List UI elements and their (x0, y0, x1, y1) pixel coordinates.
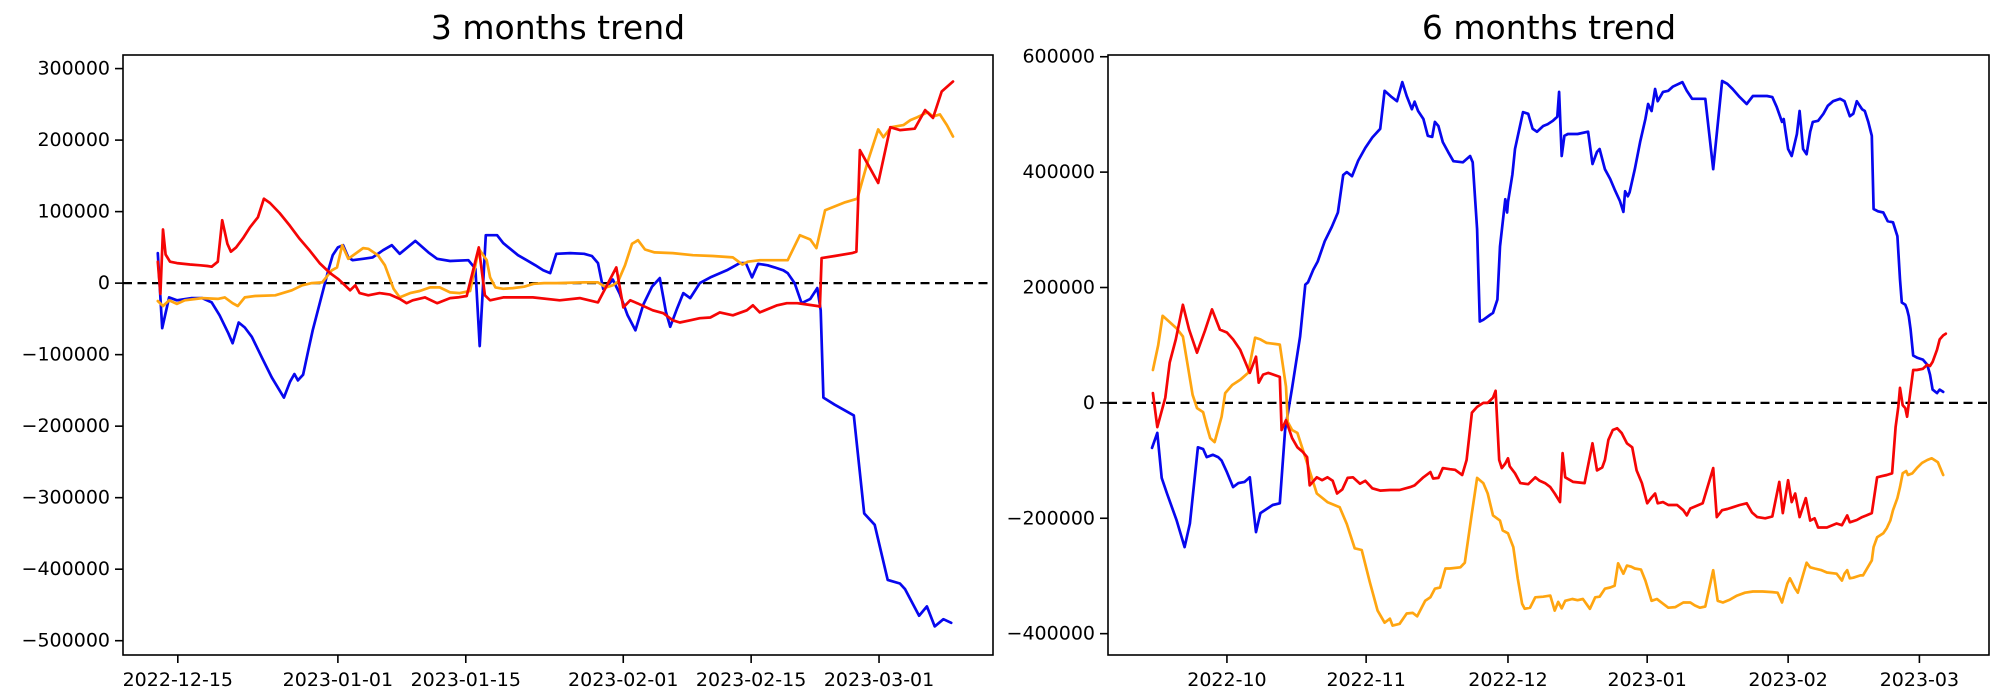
y-tick-label: 0 (98, 272, 110, 294)
y-tick-label: −400000 (22, 558, 110, 580)
series-line-orange (1151, 314, 1945, 627)
y-tick-label: −300000 (22, 487, 110, 509)
x-tick-label: 2023-03 (1880, 669, 1959, 691)
y-tick-label: 300000 (37, 58, 110, 80)
x-tick-label: 2022-12-15 (123, 669, 233, 691)
x-tick-label: 2023-01-01 (283, 669, 393, 691)
chart-panel-1: 2022-10 2022-11 2022-12 2023-01 2023-02 2023-… (1007, 46, 1990, 691)
axes-frame (122, 54, 994, 656)
x-tick-label: 2023-01 (1607, 669, 1686, 691)
y-tick-label: 400000 (1022, 161, 1095, 183)
y-tick-label: 200000 (1022, 277, 1095, 299)
chart-title-3-months: 3 months trend (430, 8, 686, 47)
x-tick-label: 2023-02-15 (696, 669, 806, 691)
series-line-blue (156, 233, 953, 628)
x-tick-label: 2022-12 (1468, 669, 1547, 691)
x-tick-label: 2022-11 (1326, 669, 1405, 691)
chart-panel-0: 2022-12-15 2023-01-01 2023-01-15 2023-02-01… (22, 54, 994, 691)
x-tick-label: 2023-03-01 (824, 669, 934, 691)
x-axis: 2022-12-15 2023-01-01 2023-01-15 2023-02-01… (123, 655, 934, 691)
y-tick-label: 200000 (37, 129, 110, 151)
x-tick-label: 2022-10 (1187, 669, 1266, 691)
series-line-blue (1150, 79, 1945, 549)
x-tick-label: 2023-01-15 (411, 669, 521, 691)
y-tick-label: −100000 (22, 344, 110, 366)
x-tick-label: 2023-02 (1748, 669, 1827, 691)
y-tick-label: 600000 (1022, 46, 1095, 68)
y-tick-label: −500000 (22, 630, 110, 652)
axes-frame (1107, 54, 1990, 656)
series-line-orange (156, 110, 955, 308)
series-line-red (156, 80, 955, 324)
x-tick-label: 2023-02-01 (568, 669, 678, 691)
y-axis: 300000 200000 100000 0 −100000 −200000 −300000… (22, 58, 123, 652)
x-axis: 2022-10 2022-11 2022-12 2023-01 2023-02 2023-… (1187, 655, 1959, 691)
y-axis: 600000 400000 200000 0 −200000 −400000 (1007, 46, 1108, 645)
chart-title-6-months: 6 months trend (1421, 8, 1677, 47)
series-line-red (1151, 303, 1948, 529)
y-tick-label: 100000 (37, 201, 110, 223)
y-tick-label: −200000 (1007, 507, 1095, 529)
y-tick-label: −200000 (22, 415, 110, 437)
y-tick-label: −400000 (1007, 623, 1095, 645)
y-tick-label: 0 (1083, 392, 1095, 414)
